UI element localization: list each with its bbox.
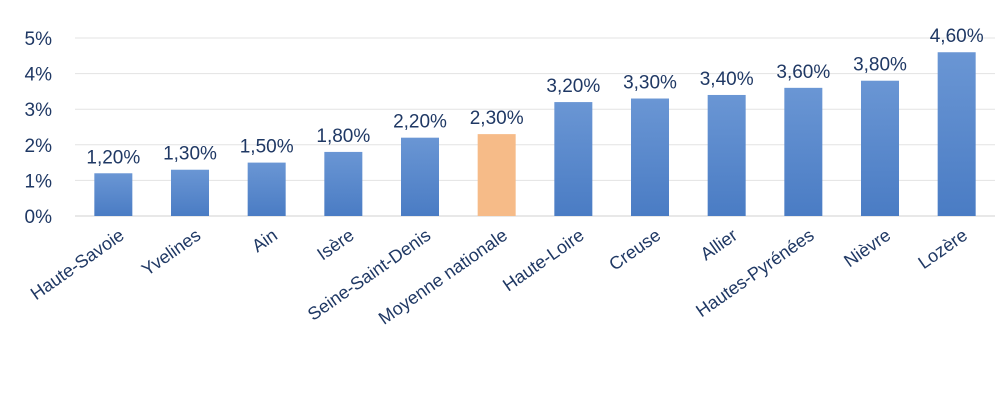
- bar: [247, 162, 286, 216]
- data-label: 1,30%: [163, 144, 217, 165]
- bar: [937, 52, 976, 216]
- data-label: 3,30%: [623, 73, 677, 94]
- x-tick-label: Creuse: [605, 225, 664, 275]
- data-label: 3,80%: [853, 55, 907, 76]
- bar: [784, 87, 823, 216]
- data-label: 2,30%: [470, 108, 524, 129]
- bar: [707, 94, 746, 216]
- y-axis-ticks: 0% 1% 2% 3% 4% 5%: [25, 29, 53, 228]
- data-label: 1,50%: [240, 137, 294, 158]
- bar-highlight: [477, 134, 516, 216]
- x-tick-label: Haute-Savoie: [27, 225, 128, 304]
- data-label: 2,20%: [393, 112, 447, 133]
- x-tick-label: Isère: [313, 225, 357, 264]
- bar: [94, 173, 133, 216]
- y-tick-label: 5%: [25, 29, 53, 50]
- y-tick-label: 1%: [25, 171, 53, 192]
- y-tick-label: 0%: [25, 207, 53, 228]
- x-tick-label: Ain: [248, 225, 281, 256]
- data-labels: 1,20% 1,30% 1,50% 1,80% 2,20% 2,30% 3,20% 3,30%…: [86, 26, 983, 168]
- y-tick-label: 3%: [25, 100, 53, 121]
- data-label: 3,20%: [546, 76, 600, 97]
- gridlines: [75, 37, 995, 217]
- bar: [861, 80, 899, 216]
- data-label: 4,60%: [930, 26, 984, 47]
- x-tick-label: Allier: [697, 225, 741, 264]
- x-tick-label: Moyenne nationale: [375, 225, 511, 329]
- x-axis-ticks: Haute-Savoie Yvelines Ain IsèreSeine-Saint-…: [27, 225, 971, 329]
- x-tick-label: Yvelines: [138, 225, 204, 280]
- bar: [324, 151, 363, 216]
- y-tick-label: 2%: [25, 136, 53, 157]
- data-label: 3,40%: [700, 69, 754, 90]
- x-tick-label: Lozère: [914, 225, 971, 273]
- x-tick-label: Haute-Loire: [499, 225, 588, 295]
- bar: [554, 102, 593, 216]
- bar: [171, 169, 209, 216]
- bar: [631, 98, 669, 216]
- data-label: 1,80%: [316, 126, 370, 147]
- data-label: 3,60%: [776, 62, 830, 83]
- bars: [94, 52, 976, 216]
- bar: [401, 137, 439, 216]
- x-tick-label: Nièvre: [840, 225, 894, 271]
- y-tick-label: 4%: [25, 65, 53, 86]
- data-label: 1,20%: [86, 147, 140, 168]
